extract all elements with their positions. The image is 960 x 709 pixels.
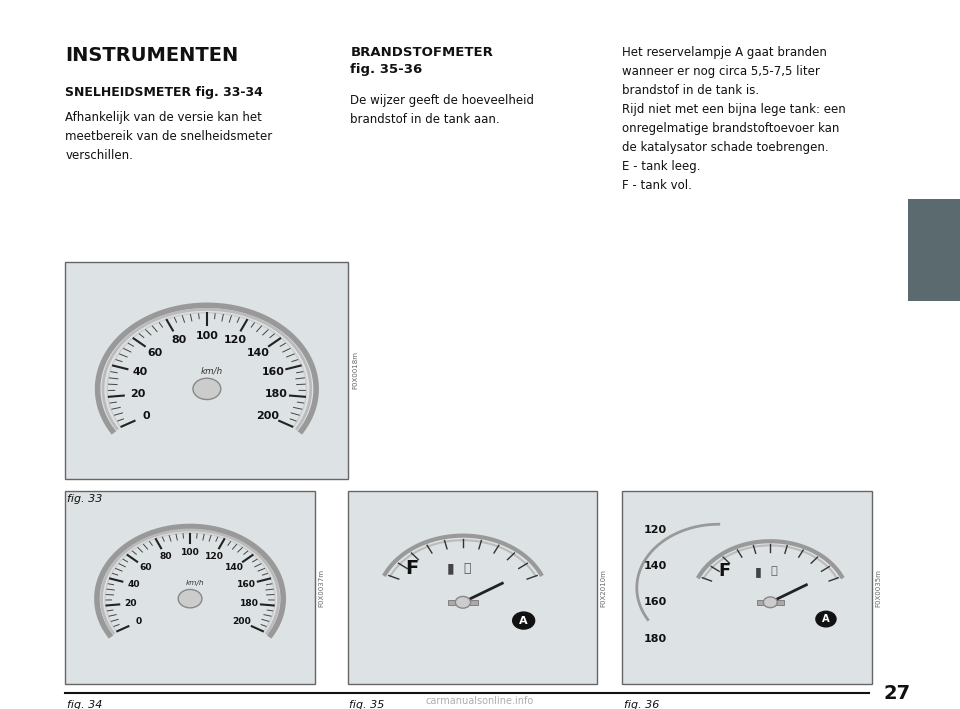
Text: Afhankelijk van de versie kan het
meetbereik van de snelheidsmeter
verschillen.: Afhankelijk van de versie kan het meetbe… — [65, 111, 273, 162]
Text: De wijzer geeft de hoeveelheid
brandstof in de tank aan.: De wijzer geeft de hoeveelheid brandstof… — [350, 94, 535, 125]
Text: 140: 140 — [644, 561, 667, 571]
Text: 160: 160 — [237, 580, 256, 589]
Text: 27: 27 — [883, 684, 910, 703]
Text: 200: 200 — [232, 617, 251, 626]
Text: A: A — [519, 615, 528, 625]
Text: 100: 100 — [196, 330, 218, 340]
Text: 20: 20 — [125, 599, 137, 608]
Circle shape — [513, 612, 535, 629]
FancyBboxPatch shape — [756, 600, 783, 605]
Text: INSTRUMENTEN: INSTRUMENTEN — [65, 46, 238, 65]
FancyBboxPatch shape — [65, 491, 315, 684]
Circle shape — [816, 611, 836, 627]
Text: F0X0018m: F0X0018m — [352, 352, 358, 389]
Text: 40: 40 — [128, 580, 140, 589]
Text: 80: 80 — [159, 552, 172, 561]
Text: F0X2010m: F0X2010m — [601, 569, 607, 607]
Circle shape — [193, 378, 221, 400]
Text: km/h: km/h — [185, 580, 204, 586]
Text: 100: 100 — [180, 548, 200, 557]
Text: 0: 0 — [143, 411, 151, 420]
Circle shape — [455, 596, 470, 608]
Text: ▮: ▮ — [756, 564, 762, 578]
Text: fig. 36: fig. 36 — [624, 700, 660, 709]
Text: 120: 120 — [644, 525, 667, 535]
Text: 180: 180 — [265, 389, 288, 399]
Text: 180: 180 — [240, 599, 258, 608]
Text: 160: 160 — [644, 597, 667, 608]
Text: SNELHEIDSMETER fig. 33-34: SNELHEIDSMETER fig. 33-34 — [65, 86, 263, 99]
Text: fig. 34: fig. 34 — [67, 700, 103, 709]
Text: ⛽: ⛽ — [464, 562, 471, 575]
Circle shape — [179, 589, 202, 608]
Text: Het reservelampje A gaat branden
wanneer er nog circa 5,5-7,5 liter
brandstof in: Het reservelampje A gaat branden wanneer… — [622, 46, 846, 192]
Text: F0X0037m: F0X0037m — [319, 569, 324, 607]
FancyBboxPatch shape — [348, 491, 597, 684]
Text: ▮: ▮ — [446, 562, 454, 575]
FancyBboxPatch shape — [65, 262, 348, 479]
Text: BRANDSTOFMETER
fig. 35-36: BRANDSTOFMETER fig. 35-36 — [350, 46, 493, 76]
Text: 60: 60 — [139, 564, 153, 572]
Text: 140: 140 — [225, 564, 244, 572]
Text: 60: 60 — [148, 348, 163, 358]
Text: ⛽: ⛽ — [771, 566, 778, 576]
Text: carmanualsonline.info: carmanualsonline.info — [426, 696, 534, 706]
FancyBboxPatch shape — [908, 199, 960, 301]
Text: 120: 120 — [204, 552, 224, 561]
Text: A: A — [822, 614, 829, 624]
Text: 200: 200 — [255, 411, 278, 420]
Text: 160: 160 — [262, 367, 284, 377]
Text: F0X0035m: F0X0035m — [876, 569, 881, 607]
Text: F: F — [406, 559, 419, 578]
FancyBboxPatch shape — [622, 491, 872, 684]
Text: fig. 35: fig. 35 — [349, 700, 385, 709]
Text: 80: 80 — [171, 335, 186, 345]
Text: 140: 140 — [247, 348, 270, 358]
Text: 180: 180 — [644, 634, 667, 644]
Circle shape — [763, 597, 778, 608]
Text: F: F — [718, 562, 730, 580]
Text: 40: 40 — [133, 367, 148, 377]
Text: 20: 20 — [130, 389, 145, 399]
Text: km/h: km/h — [202, 367, 224, 375]
FancyBboxPatch shape — [448, 600, 478, 605]
Text: 120: 120 — [224, 335, 247, 345]
Text: fig. 33: fig. 33 — [67, 494, 103, 504]
Text: 0: 0 — [135, 617, 142, 626]
